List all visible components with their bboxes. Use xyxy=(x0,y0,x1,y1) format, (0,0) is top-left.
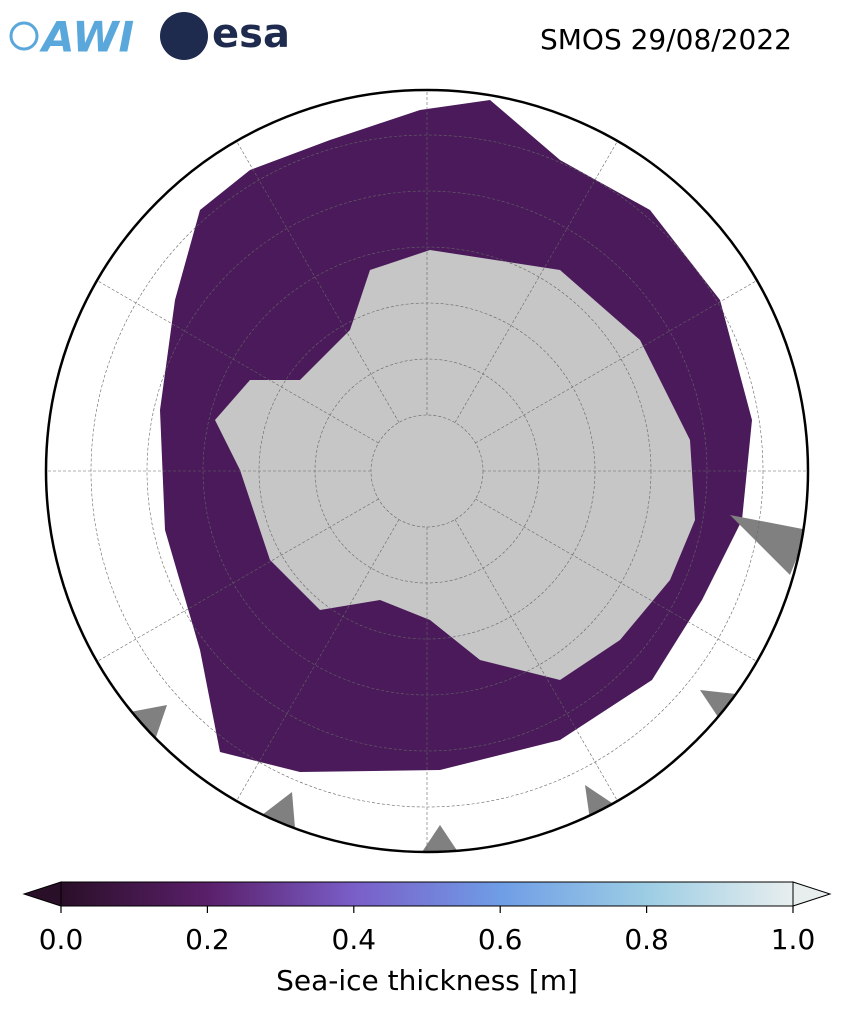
colorbar-extend-high xyxy=(792,881,832,907)
colorbar-tick-label: 0.0 xyxy=(39,923,84,956)
meridian xyxy=(80,270,379,444)
logos: AWI esa xyxy=(9,11,290,62)
colorbar-tick-label: 1.0 xyxy=(771,923,816,956)
meridian xyxy=(454,519,628,818)
colorbar: 0.0 0.2 0.4 0.6 0.8 1.0 xyxy=(22,881,832,956)
meridian xyxy=(226,124,400,423)
esa-logo: esa xyxy=(212,11,290,57)
antarctica xyxy=(215,250,695,680)
map-border xyxy=(44,88,810,854)
land-outside-grid xyxy=(130,515,808,852)
awi-icon xyxy=(9,21,39,51)
meridian xyxy=(475,270,774,444)
colorbar-extend-low xyxy=(22,881,62,907)
colorbar-label: Sea-ice thickness [m] xyxy=(276,964,578,997)
latitude-circle xyxy=(146,190,708,752)
colorbar-body xyxy=(60,881,794,907)
graticule xyxy=(46,90,808,852)
colorbar-tick-label: 0.4 xyxy=(332,923,377,956)
esa-icon xyxy=(160,12,208,60)
meridian xyxy=(475,498,774,672)
title: SMOS 29/08/2022 xyxy=(540,23,792,56)
colorbar-tick-label: 0.8 xyxy=(624,923,669,956)
colorbar-tick-label: 0.2 xyxy=(185,923,230,956)
meridian xyxy=(80,498,379,672)
map xyxy=(46,90,808,852)
awi-logo: AWI xyxy=(39,13,134,62)
meridian xyxy=(454,124,628,423)
meridian xyxy=(226,519,400,818)
colorbar-tick-label: 0.6 xyxy=(478,923,523,956)
